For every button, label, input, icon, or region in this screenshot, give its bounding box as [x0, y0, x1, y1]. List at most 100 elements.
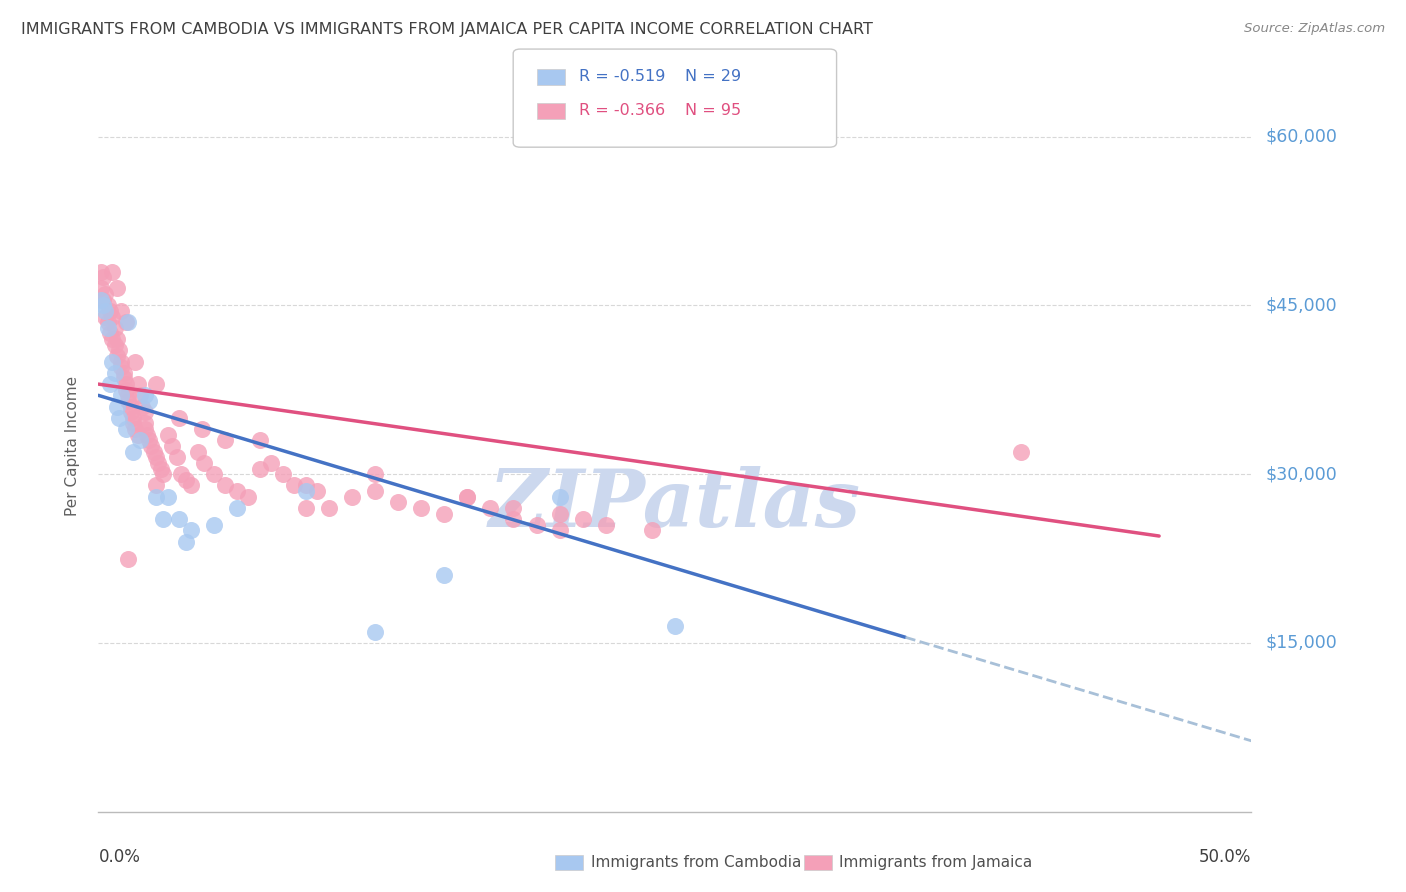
Point: [117, 315, 139, 329]
Point: [112, 371, 135, 385]
Point: [180, 524, 202, 538]
Point: [101, 264, 124, 278]
Point: [91, 270, 114, 285]
Point: [295, 500, 318, 515]
Point: [307, 483, 329, 498]
Point: [548, 490, 571, 504]
Point: [145, 450, 167, 465]
Point: [664, 619, 686, 633]
Point: [135, 427, 157, 442]
Point: [112, 366, 135, 380]
Point: [101, 354, 124, 368]
Point: [433, 568, 456, 582]
Point: [295, 478, 318, 492]
Point: [149, 461, 172, 475]
Point: [98, 377, 121, 392]
Point: [456, 490, 478, 504]
Point: [167, 410, 190, 425]
Point: [260, 456, 283, 470]
Point: [318, 500, 340, 515]
Point: [105, 400, 128, 414]
Point: [122, 417, 145, 431]
Point: [548, 507, 571, 521]
Point: [148, 456, 170, 470]
Point: [141, 439, 163, 453]
Point: [124, 422, 146, 436]
Point: [90, 281, 112, 295]
Point: [142, 444, 165, 458]
Point: [103, 366, 125, 380]
Point: [117, 388, 139, 402]
Point: [249, 434, 271, 448]
Text: 50.0%: 50.0%: [1199, 848, 1251, 866]
Point: [127, 377, 149, 392]
Point: [98, 304, 121, 318]
Point: [97, 321, 120, 335]
Point: [166, 450, 188, 465]
Point: [202, 517, 225, 532]
Point: [134, 417, 156, 431]
Point: [103, 337, 125, 351]
Point: [571, 512, 593, 526]
Point: [456, 490, 478, 504]
Point: [364, 483, 387, 498]
Point: [364, 467, 387, 482]
Point: [129, 388, 152, 402]
Point: [105, 332, 128, 346]
Point: [98, 326, 121, 341]
Point: [120, 405, 142, 419]
Point: [138, 434, 160, 448]
Point: [97, 315, 120, 329]
Point: [387, 495, 409, 509]
Point: [238, 490, 260, 504]
Point: [364, 624, 387, 639]
Point: [110, 388, 132, 402]
Point: [115, 383, 138, 397]
Point: [91, 298, 114, 312]
Point: [160, 439, 183, 453]
Point: [156, 490, 179, 504]
Point: [249, 461, 271, 475]
Point: [187, 444, 209, 458]
Point: [479, 500, 502, 515]
Point: [145, 490, 167, 504]
Point: [115, 422, 138, 436]
Point: [129, 434, 152, 448]
Point: [152, 467, 174, 482]
Point: [152, 512, 174, 526]
Point: [115, 377, 138, 392]
Point: [105, 349, 128, 363]
Point: [180, 478, 202, 492]
Point: [94, 304, 117, 318]
Point: [167, 512, 190, 526]
Point: [138, 394, 160, 409]
Point: [117, 551, 139, 566]
Point: [97, 298, 120, 312]
Point: [225, 483, 247, 498]
Point: [127, 427, 149, 442]
Point: [202, 467, 225, 482]
Point: [94, 287, 117, 301]
Point: [108, 343, 131, 358]
Point: [131, 400, 153, 414]
Point: [134, 388, 156, 402]
Point: [502, 500, 524, 515]
Text: N = 95: N = 95: [685, 103, 741, 118]
Point: [90, 293, 112, 307]
Point: [145, 377, 167, 392]
Point: [91, 293, 114, 307]
Text: ZIPatlas: ZIPatlas: [489, 466, 860, 543]
Point: [502, 512, 524, 526]
Point: [526, 517, 548, 532]
Point: [411, 500, 433, 515]
Point: [193, 456, 215, 470]
Point: [124, 354, 146, 368]
Point: [108, 410, 131, 425]
Point: [134, 405, 156, 419]
Text: Immigrants from Jamaica: Immigrants from Jamaica: [839, 855, 1032, 870]
Text: $30,000: $30,000: [1265, 465, 1337, 483]
Text: R = -0.366: R = -0.366: [579, 103, 665, 118]
Point: [105, 281, 128, 295]
Point: [225, 500, 247, 515]
Point: [170, 467, 193, 482]
